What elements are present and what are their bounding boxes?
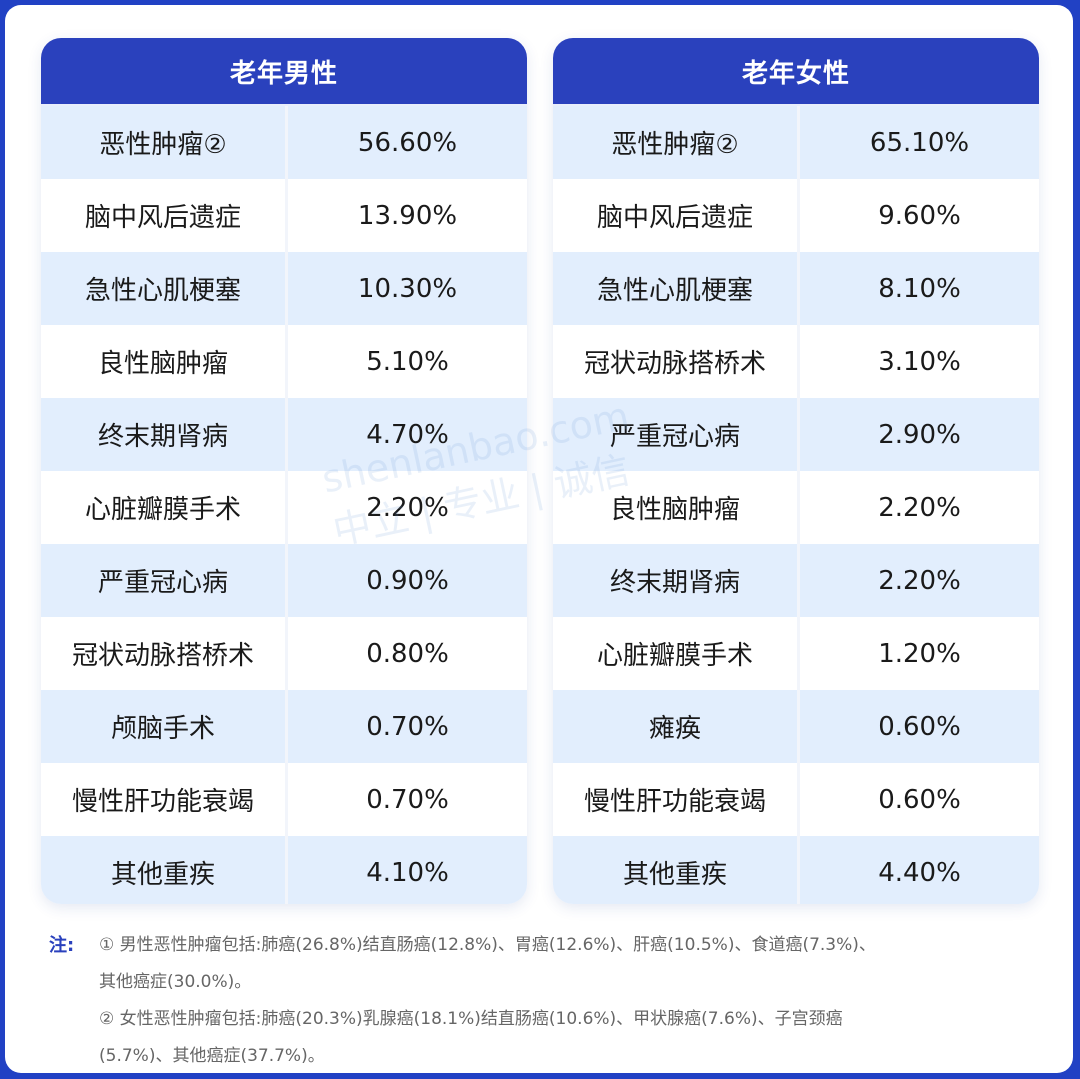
table-row: 终末期肾病 2.20%	[553, 544, 1039, 617]
percentage: 0.60%	[878, 784, 961, 815]
table-row: 慢性肝功能衰竭 0.70%	[41, 763, 527, 836]
disease-name: 终末期肾病	[553, 544, 800, 617]
table-title: 老年女性	[553, 38, 1039, 106]
disease-name: 恶性肿瘤②	[41, 106, 288, 179]
content-card: 老年男性 恶性肿瘤② 56.60% 脑中风后遗症 13.90% 急性心肌梗塞 10.3…	[5, 5, 1073, 1073]
table-row: 脑中风后遗症 13.90%	[41, 179, 527, 252]
percentage: 10.30%	[357, 273, 458, 304]
table-row: 良性脑肿瘤 2.20%	[553, 471, 1039, 544]
percentage: 1.20%	[878, 638, 961, 669]
table-row: 瘫痪 0.60%	[553, 690, 1039, 763]
disease-name: 急性心肌梗塞	[41, 252, 288, 325]
table-row: 恶性肿瘤② 56.60%	[41, 106, 527, 179]
disease-name: 严重冠心病	[41, 544, 288, 617]
table-row: 急性心肌梗塞 10.30%	[41, 252, 527, 325]
table-row: 终末期肾病 4.70%	[41, 398, 527, 471]
percentage: 2.20%	[878, 565, 961, 596]
percentage: 4.70%	[366, 419, 449, 450]
percentage: 0.70%	[366, 711, 449, 742]
disease-name: 慢性肝功能衰竭	[41, 763, 288, 836]
footnotes: 注: ① 男性恶性肿瘤包括:肺癌(26.8%)结直肠癌(12.8%)、胃癌(12…	[49, 927, 1049, 1075]
disease-name: 脑中风后遗症	[41, 179, 288, 252]
percentage: 0.80%	[366, 638, 449, 669]
disease-name: 其他重疾	[553, 836, 800, 904]
note-line: 其他癌症(30.0%)。	[99, 972, 252, 992]
disease-name: 恶性肿瘤②	[553, 106, 800, 179]
percentage: 4.40%	[878, 857, 961, 888]
table-row: 其他重疾 4.10%	[41, 836, 527, 904]
disease-name: 急性心肌梗塞	[553, 252, 800, 325]
percentage: 56.60%	[357, 127, 458, 158]
note-line: ① 男性恶性肿瘤包括:肺癌(26.8%)结直肠癌(12.8%)、胃癌(12.6%…	[99, 935, 876, 955]
percentage: 4.10%	[366, 857, 449, 888]
table-row: 严重冠心病 2.90%	[553, 398, 1039, 471]
percentage: 0.60%	[878, 711, 961, 742]
percentage: 0.70%	[366, 784, 449, 815]
percentage: 13.90%	[357, 200, 458, 231]
notes-body: ① 男性恶性肿瘤包括:肺癌(26.8%)结直肠癌(12.8%)、胃癌(12.6%…	[99, 927, 1049, 1075]
percentage: 3.10%	[878, 346, 961, 377]
percentage: 9.60%	[878, 200, 961, 231]
disease-name: 瘫痪	[553, 690, 800, 763]
disease-name: 心脏瓣膜手术	[41, 471, 288, 544]
table-elderly-female: 老年女性 恶性肿瘤② 65.10% 脑中风后遗症 9.60% 急性心肌梗塞 8.10%…	[553, 38, 1039, 904]
percentage: 65.10%	[869, 127, 970, 158]
percentage: 8.10%	[878, 273, 961, 304]
table-row: 恶性肿瘤② 65.10%	[553, 106, 1039, 179]
percentage: 2.20%	[366, 492, 449, 523]
disease-name: 严重冠心病	[553, 398, 800, 471]
disease-name: 冠状动脉搭桥术	[553, 325, 800, 398]
note-line: (5.7%)、其他癌症(37.7%)。	[99, 1046, 325, 1066]
disease-name: 脑中风后遗症	[553, 179, 800, 252]
percentage: 5.10%	[366, 346, 449, 377]
disease-name: 良性脑肿瘤	[41, 325, 288, 398]
percentage: 2.20%	[878, 492, 961, 523]
table-row: 冠状动脉搭桥术 0.80%	[41, 617, 527, 690]
notes-label: 注:	[49, 935, 75, 956]
disease-name: 心脏瓣膜手术	[553, 617, 800, 690]
table-row: 心脏瓣膜手术 1.20%	[553, 617, 1039, 690]
table-body: 恶性肿瘤② 65.10% 脑中风后遗症 9.60% 急性心肌梗塞 8.10% 冠状动脉…	[553, 106, 1039, 904]
note-line: ② 女性恶性肿瘤包括:肺癌(20.3%)乳腺癌(18.1%)结直肠癌(10.6%…	[99, 1009, 843, 1029]
table-row: 心脏瓣膜手术 2.20%	[41, 471, 527, 544]
disease-name: 颅脑手术	[41, 690, 288, 763]
disease-name: 慢性肝功能衰竭	[553, 763, 800, 836]
table-row: 良性脑肿瘤 5.10%	[41, 325, 527, 398]
table-row: 急性心肌梗塞 8.10%	[553, 252, 1039, 325]
table-title: 老年男性	[41, 38, 527, 106]
table-row: 严重冠心病 0.90%	[41, 544, 527, 617]
disease-name: 冠状动脉搭桥术	[41, 617, 288, 690]
disease-name: 其他重疾	[41, 836, 288, 904]
percentage: 0.90%	[366, 565, 449, 596]
table-row: 其他重疾 4.40%	[553, 836, 1039, 904]
table-row: 冠状动脉搭桥术 3.10%	[553, 325, 1039, 398]
table-row: 脑中风后遗症 9.60%	[553, 179, 1039, 252]
table-row: 慢性肝功能衰竭 0.60%	[553, 763, 1039, 836]
disease-name: 终末期肾病	[41, 398, 288, 471]
table-row: 颅脑手术 0.70%	[41, 690, 527, 763]
table-body: 恶性肿瘤② 56.60% 脑中风后遗症 13.90% 急性心肌梗塞 10.30% 良性…	[41, 106, 527, 904]
disease-name: 良性脑肿瘤	[553, 471, 800, 544]
percentage: 2.90%	[878, 419, 961, 450]
table-elderly-male: 老年男性 恶性肿瘤② 56.60% 脑中风后遗症 13.90% 急性心肌梗塞 10.3…	[41, 38, 527, 904]
